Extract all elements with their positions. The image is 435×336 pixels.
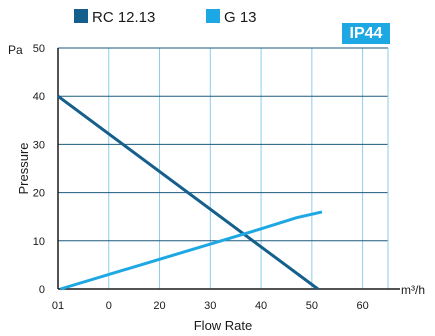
x-tick-label: 30 [204, 300, 216, 312]
legend-label: RC 12.13 [92, 9, 155, 26]
y-tick-label: 10 [33, 236, 45, 248]
chart-series [57, 94, 323, 291]
ip44-badge: IP44 [342, 23, 390, 44]
series-line-1 [57, 94, 319, 291]
y-tick-label: 0 [39, 284, 45, 296]
x-tick-label: 20 [153, 300, 165, 312]
x-tick-label: 0 [106, 300, 112, 312]
x-tick-label: 50 [306, 300, 318, 312]
chart-axes [57, 48, 400, 290]
y-tick-label: 40 [33, 91, 45, 103]
legend-label: G 13 [224, 9, 257, 26]
x-axis-title: Flow Rate [194, 318, 253, 333]
x-tick-label: 40 [255, 300, 267, 312]
series-line-2 [60, 210, 323, 291]
legend-swatch [206, 9, 220, 23]
x-tick-label: 01 [52, 300, 64, 312]
y-tick-label: 50 [33, 43, 45, 55]
legend: RC 12.13 G 13 [74, 9, 257, 26]
y-unit-label: Pa [8, 43, 23, 57]
x-tick-label: 60 [356, 300, 368, 312]
y-axis-title: Pressure [16, 142, 31, 194]
chart-grid [58, 47, 389, 289]
x-unit-label: m³/h [401, 283, 425, 297]
y-tick-label: 20 [33, 188, 45, 200]
legend-swatch [74, 9, 88, 23]
y-tick-label: 30 [33, 139, 45, 151]
